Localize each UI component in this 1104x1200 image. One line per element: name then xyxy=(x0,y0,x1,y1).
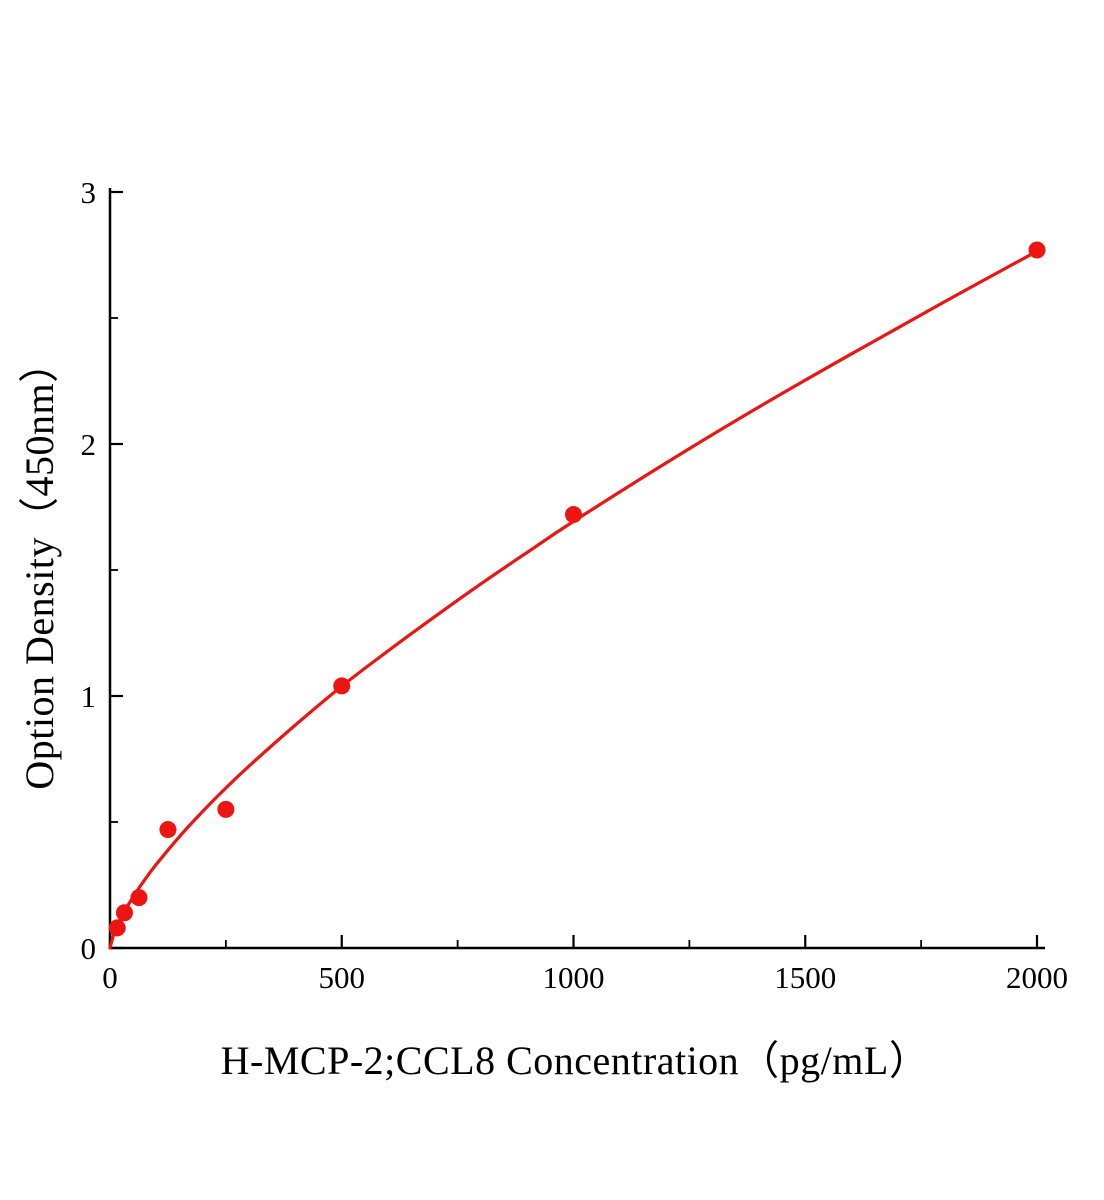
x-tick-label: 2000 xyxy=(1006,960,1068,995)
x-axis-label: H-MCP-2;CCL8 Concentration（pg/mL） xyxy=(220,1038,930,1083)
data-point xyxy=(108,919,126,937)
y-axis-label: Option Density（450nm） xyxy=(17,342,62,790)
y-tick-label: 3 xyxy=(81,175,97,210)
data-point xyxy=(333,677,351,695)
x-tick-label: 1000 xyxy=(543,960,605,995)
data-point xyxy=(1028,241,1046,259)
y-tick-label: 0 xyxy=(81,931,97,966)
y-tick-label: 1 xyxy=(81,679,97,714)
data-point xyxy=(565,506,582,524)
data-point xyxy=(217,800,235,818)
x-tick-label: 500 xyxy=(319,960,366,995)
data-point xyxy=(115,904,133,922)
data-point xyxy=(159,821,177,839)
x-tick-label: 0 xyxy=(102,960,118,995)
data-point xyxy=(130,889,148,907)
axis-spines xyxy=(108,188,1045,950)
x-tick-label: 1500 xyxy=(774,960,836,995)
y-tick-label: 2 xyxy=(81,427,97,462)
fit-curve xyxy=(108,249,1039,950)
